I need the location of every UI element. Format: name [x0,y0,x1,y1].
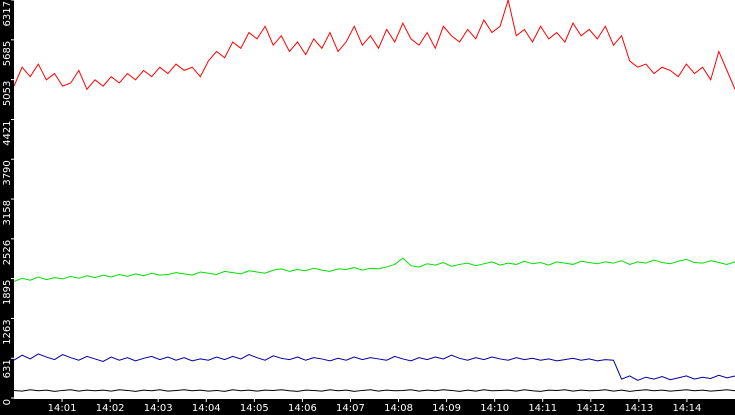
y-axis-strip [0,0,14,415]
y-tick-label: 2526 [2,240,13,265]
series-line [13,257,735,282]
x-axis-strip [0,399,735,415]
y-tick-label: 1895 [2,280,13,305]
x-tick-label: 14:11 [528,403,557,414]
y-tick-label: 1263 [2,319,13,344]
y-tick-label: 0 [2,399,13,405]
x-tick-label: 14:08 [384,403,413,414]
x-tick-label: 14:05 [240,403,269,414]
y-tick-label: 5053 [2,81,13,106]
y-tick-label: 4421 [2,120,13,145]
y-tick-label: 6317 [2,1,13,26]
x-tick-label: 14:01 [48,403,77,414]
y-tick-label: 631 [2,359,13,378]
x-tick-label: 14:07 [336,403,365,414]
x-tick-label: 14:02 [96,403,125,414]
series-line [13,353,735,381]
x-tick-label: 14:06 [288,403,317,414]
series-line [13,389,735,392]
x-tick-label: 14:10 [480,403,509,414]
x-tick-label: 14:13 [624,403,653,414]
x-tick-label: 14:03 [144,403,173,414]
series-line [13,0,735,91]
y-tick-label: 5685 [2,41,13,66]
x-tick-label: 14:09 [432,403,461,414]
y-tick-label: 3790 [2,160,13,185]
x-tick-label: 14:14 [673,403,702,414]
x-tick-label: 14:04 [192,403,221,414]
x-tick-label: 14:12 [576,403,605,414]
y-tick-label: 3158 [2,200,13,225]
